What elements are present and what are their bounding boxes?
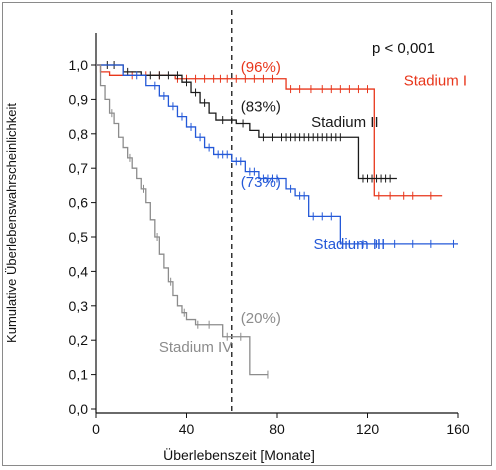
x-tick-label: 0 [92,421,100,437]
y-tick-label: 0,8 [69,126,89,142]
series-stadium-iv-label: Stadium IV [159,339,232,356]
series-stadium-ii-percentage: (83%) [241,98,281,115]
survival-curves: Stadium I(96%)Stadium II(83%)Stadium III… [96,59,467,379]
x-tick-label: 120 [356,421,380,437]
series-stadium-i-label: Stadium I [404,73,467,90]
y-tick-label: 0,7 [69,160,89,176]
series-stadium-iv-percentage: (20%) [241,310,281,327]
y-tick-label: 0,6 [69,195,89,211]
y-tick-label: 0,2 [69,332,89,348]
y-axis-label: Kumulative Überlebenswahrscheinlichkeit [4,103,19,343]
series-stadium-i-percentage: (96%) [241,59,281,76]
p-value-annotation: p < 0,001 [372,40,435,57]
y-tick-label: 1,0 [69,57,89,73]
x-tick-label: 80 [269,421,285,437]
x-axis-label: Überlebenszeit [Monate] [163,446,315,463]
y-tick-label: 0,1 [69,367,89,383]
chart-frame [2,2,492,466]
x-tick-label: 160 [446,421,470,437]
series-stadium-iii: Stadium III (73%) [96,64,458,253]
series-stadium-ii-label: Stadium II [311,114,379,131]
y-tick-label: 0,5 [69,229,89,245]
series-stadium-iii-percentage: (73%) [241,174,281,191]
series-stadium-iii-label: Stadium III [314,236,386,253]
y-tick-label: 0,4 [69,263,89,279]
y-tick-label: 0,9 [69,91,89,107]
y-tick-label: 0,3 [69,298,89,314]
series-stadium-iv-curve [96,64,268,376]
series-stadium-iv: Stadium IV (20%) [96,64,281,379]
y-tick-label: 0,0 [69,401,89,417]
x-tick-label: 40 [179,421,195,437]
chart-axes: 0,0 0,1 0,2 0,3 0,4 0,5 0,6 0,7 0,8 0,9 1,0 0 40 80 12… [69,33,470,437]
